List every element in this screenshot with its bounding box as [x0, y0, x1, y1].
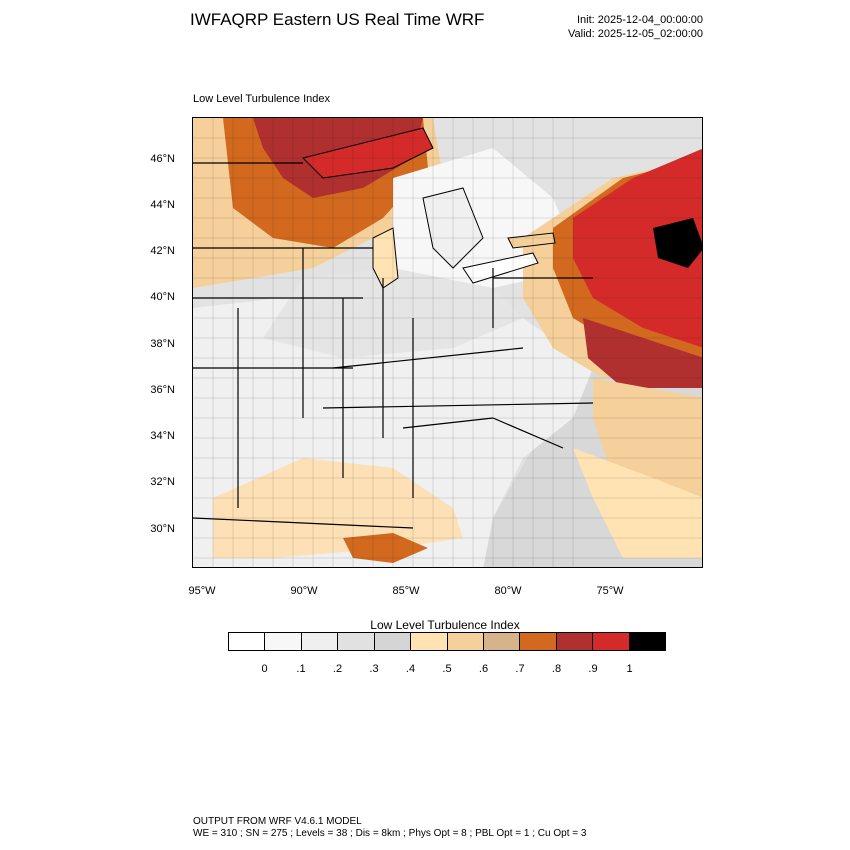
colorbar-box — [556, 633, 594, 650]
turbulence-map — [192, 117, 703, 568]
lat-label: 42°N — [150, 245, 175, 257]
init-time: Init: 2025-12-04_00:00:00 — [577, 14, 703, 26]
colorbar-tick-label: .5 — [442, 663, 452, 675]
lat-label: 44°N — [150, 199, 175, 211]
state-boundaries — [193, 162, 594, 529]
gulf-orange — [343, 533, 428, 563]
colorbar-box — [520, 633, 557, 650]
lat-label: 40°N — [150, 291, 175, 303]
lat-label: 46°N — [150, 153, 175, 165]
lake-erie — [462, 252, 539, 284]
model-info: OUTPUT FROM WRF V4.6.1 MODEL — [193, 816, 362, 827]
colorbar-box — [229, 633, 266, 650]
colorbar-box — [301, 633, 339, 650]
plot-label: Low Level Turbulence Index — [193, 93, 330, 105]
valid-time: Valid: 2025-12-05_02:00:00 — [568, 28, 703, 40]
ohio-valley-field — [263, 268, 523, 358]
model-options: WE = 310 ; SN = 275 ; Levels = 38 ; Dis … — [193, 828, 587, 839]
colorbar-box — [593, 633, 630, 650]
colorbar-tick-label: .6 — [478, 663, 489, 675]
colorbar-tick-label: .1 — [296, 663, 306, 675]
lake-superior — [302, 127, 434, 179]
colorbar-box — [447, 633, 484, 650]
colorbar-tick-label: .8 — [551, 663, 562, 675]
lon-label: 90°W — [290, 585, 318, 597]
lon-label: 85°W — [392, 585, 420, 597]
colorbar-box — [374, 633, 412, 650]
colorbar-tick-label: 0 — [261, 663, 268, 675]
map-title: IWFAQRP Eastern US Real Time WRF — [190, 10, 485, 29]
lon-label: 95°W — [188, 585, 216, 597]
county-grid — [193, 118, 702, 567]
lat-label: 36°N — [150, 384, 175, 396]
lake-huron — [422, 187, 484, 269]
lake-ontario — [507, 232, 556, 249]
colorbar-title: Low Level Turbulence Index — [370, 618, 520, 632]
lat-label: 30°N — [150, 523, 175, 535]
colorbar-box — [265, 633, 302, 650]
northeast-dark — [583, 318, 702, 388]
lat-label: 32°N — [150, 476, 175, 488]
colorbar-tick-label: 1 — [626, 663, 633, 675]
lon-label: 75°W — [596, 585, 624, 597]
northeast-max — [653, 218, 702, 268]
lon-label: 80°W — [494, 585, 522, 597]
lat-label: 38°N — [150, 338, 175, 350]
colorbar-tick-label: .2 — [332, 663, 343, 675]
atlantic-cream — [573, 448, 702, 558]
lat-label: 34°N — [150, 430, 175, 442]
colorbar-box — [411, 633, 448, 650]
lake-michigan — [372, 227, 399, 289]
northeast-red — [573, 148, 702, 348]
map-canvas — [193, 118, 702, 567]
colorbar-box — [629, 633, 666, 650]
colorbar-tick-label: .9 — [588, 663, 598, 675]
colorbar-box — [483, 633, 521, 650]
colorbar-tick-label: .3 — [369, 663, 379, 675]
colorbar-tick-label: .7 — [515, 663, 525, 675]
colorbar-box — [338, 633, 375, 650]
gulf-coast-tan — [213, 458, 463, 558]
colorbar — [228, 632, 666, 651]
colorbar-tick-label: .4 — [405, 663, 416, 675]
